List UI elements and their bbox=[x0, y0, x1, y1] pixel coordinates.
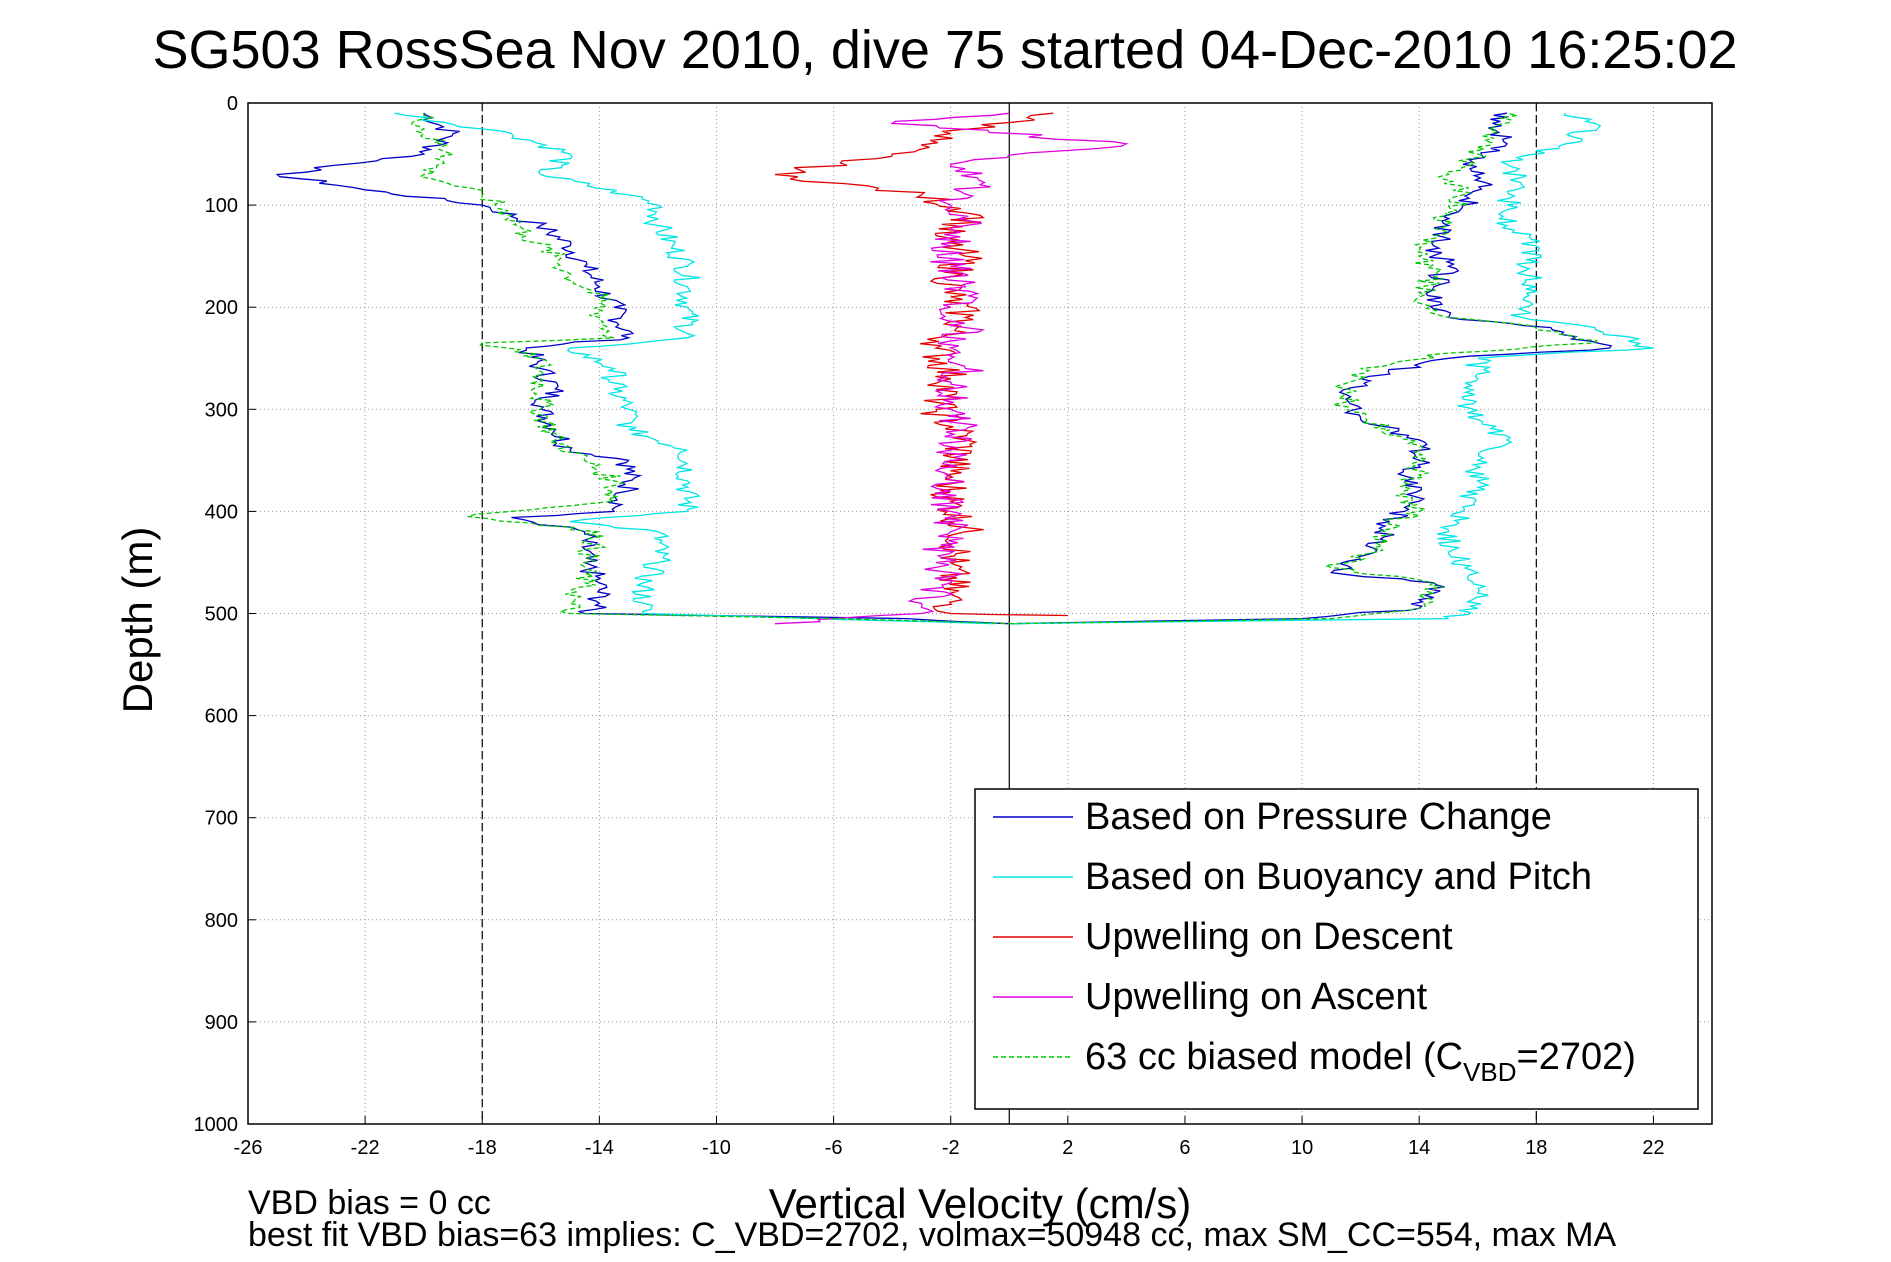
legend-label: Upwelling on Descent bbox=[1085, 916, 1453, 958]
x-tick-label: -18 bbox=[468, 1137, 497, 1159]
y-tick-label: 300 bbox=[205, 399, 238, 421]
legend-label: Based on Pressure Change bbox=[1085, 796, 1552, 838]
series-line-4-ascent bbox=[774, 112, 1129, 625]
x-tick-label: 10 bbox=[1291, 1137, 1313, 1159]
y-tick-label: 500 bbox=[205, 604, 238, 626]
chart-title: SG503 RossSea Nov 2010, dive 75 started … bbox=[152, 20, 1737, 80]
x-axis-ticks: -26 -22 -18 -14 -10 -6 -2 2 6 10 14 18 22 bbox=[234, 1116, 1665, 1159]
y-tick-label: 100 bbox=[205, 195, 238, 217]
series-line-1-ascent bbox=[1009, 112, 1613, 625]
x-tick-label: -2 bbox=[942, 1137, 960, 1159]
series-lines bbox=[275, 112, 1654, 625]
y-tick-label: 0 bbox=[227, 93, 238, 115]
x-tick-label: 6 bbox=[1179, 1137, 1190, 1159]
footer-line-1: VBD bias = 0 cc bbox=[248, 1184, 491, 1222]
legend-box bbox=[974, 788, 1699, 1110]
x-tick-label: -26 bbox=[234, 1137, 263, 1159]
x-tick-label: -22 bbox=[351, 1137, 380, 1159]
legend-label: 63 cc biased model (CVBD=2702) bbox=[1085, 1036, 1636, 1087]
x-tick-label: 2 bbox=[1062, 1137, 1073, 1159]
y-tick-label: 700 bbox=[205, 808, 238, 830]
x-tick-label: 22 bbox=[1642, 1137, 1664, 1159]
x-tick-label: -6 bbox=[825, 1137, 843, 1159]
y-tick-label: 600 bbox=[205, 706, 238, 728]
series-line-2-descent bbox=[394, 112, 995, 625]
series-line-1-descent bbox=[275, 112, 1010, 625]
legend-label: Upwelling on Ascent bbox=[1085, 976, 1428, 1018]
x-tick-label: 18 bbox=[1525, 1137, 1547, 1159]
footer-line-2: best fit VBD bias=63 implies: C_VBD=2702… bbox=[248, 1216, 1617, 1254]
y-tick-label: 200 bbox=[205, 297, 238, 319]
y-tick-label: 1000 bbox=[194, 1114, 239, 1136]
y-tick-label: 800 bbox=[205, 910, 238, 932]
x-tick-label: -10 bbox=[702, 1137, 731, 1159]
legend-label: Based on Buoyancy and Pitch bbox=[1085, 856, 1592, 898]
y-tick-label: 900 bbox=[205, 1012, 238, 1034]
x-tick-label: -14 bbox=[585, 1137, 614, 1159]
series-line-5-ascent bbox=[1009, 112, 1598, 625]
series-line-2-ascent bbox=[1009, 112, 1654, 625]
series-line-3-descent bbox=[774, 112, 1068, 617]
y-axis-label: Depth (m) bbox=[114, 527, 161, 714]
y-tick-label: 400 bbox=[205, 501, 238, 523]
series-line-5-descent bbox=[411, 113, 1010, 625]
legend: Based on Pressure Change Based on Buoyanc… bbox=[974, 788, 1699, 1110]
y-axis-ticks: 0 100 200 300 400 500 600 700 800 900 1000 bbox=[194, 93, 256, 1136]
x-axis-label: Vertical Velocity (cm/s) bbox=[769, 1180, 1191, 1227]
x-tick-label: 14 bbox=[1408, 1137, 1430, 1159]
